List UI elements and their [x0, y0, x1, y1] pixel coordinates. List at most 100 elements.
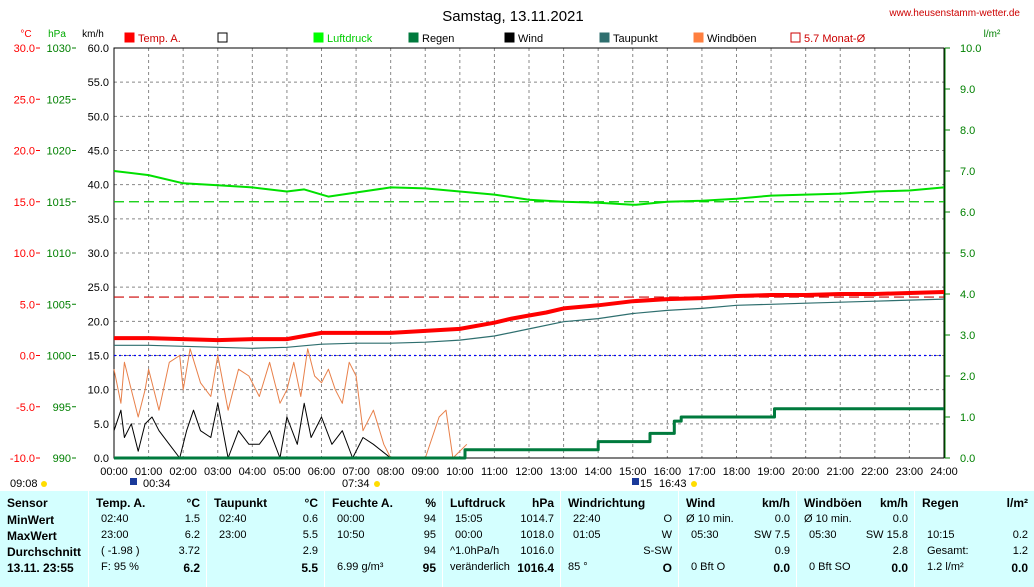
press-tick-label: 1010: [47, 248, 71, 260]
legend-swatch: [217, 32, 228, 43]
stats-col-dew: Taupunkt °C 02:40 0.6 23:00 5.5 2.9 5.5: [206, 491, 324, 587]
stats-col-labels: Sensor MinWert MaxWert Durchschnitt 13.1…: [0, 491, 88, 587]
wind-cur-bft: 0 Bft O: [691, 561, 726, 573]
legend-label: 5.7 Monat-Ø: [804, 33, 866, 45]
legend-swatch: [504, 32, 515, 43]
temp-tick-label: 30.0: [14, 43, 35, 55]
rain-series-line: [114, 407, 944, 460]
press-tick-label: 1005: [47, 299, 71, 311]
moonrise-label: 00:34: [143, 478, 171, 490]
wind-min-value: 0.0: [774, 513, 790, 525]
press-unit-label: hPa: [48, 29, 66, 40]
wind-tick-label: 60.0: [88, 43, 109, 55]
site-url[interactable]: www.heusenstamm-wetter.de: [888, 8, 1020, 19]
time-tick-label: 06:00: [308, 466, 336, 478]
rain-tick-label: 2.0: [960, 371, 975, 383]
stats-panel: Sensor MinWert MaxWert Durchschnitt 13.1…: [0, 491, 1034, 587]
hum-max-value: 95: [423, 529, 436, 541]
sunset-label: 16:43: [659, 478, 687, 490]
legend-swatch: [693, 32, 704, 43]
wind-tick-label: 50.0: [88, 111, 109, 123]
gust-max-value: SW 15.8: [865, 529, 908, 541]
wind-tick-label: 35.0: [88, 214, 109, 226]
wind-tick-label: 40.0: [88, 180, 109, 192]
time-tick-label: 04:00: [239, 466, 267, 478]
min-label: MinWert: [7, 513, 55, 527]
rain-title: Regen: [922, 496, 959, 510]
avg-label: Durchschnitt: [7, 545, 82, 559]
wind-max-time: 05:30: [691, 529, 719, 541]
hum-max-time: 10:50: [337, 529, 365, 541]
legend-swatch: [599, 32, 610, 43]
legend-label: Wind: [518, 33, 543, 45]
press-max-value: 1018.0: [520, 529, 554, 541]
legend-swatch: [124, 32, 135, 43]
rain-tick-label: 0.0: [960, 453, 975, 465]
dir-max-time: 01:05: [573, 529, 601, 541]
wind-tick-label: 55.0: [88, 77, 109, 89]
dir-cur-value: O: [662, 561, 672, 575]
time-tick-label: 09:00: [411, 466, 439, 478]
temp-series-line: [114, 290, 945, 343]
temp-max-value: 6.2: [184, 529, 200, 541]
press-max-time: 00:00: [455, 529, 483, 541]
temp-cur-value: 6.2: [183, 561, 200, 575]
dew-series-line: [114, 298, 945, 349]
temp-tick-label: 0.0: [20, 351, 35, 363]
wind-title: Wind: [686, 496, 716, 510]
press-tick-label: 1030: [47, 43, 71, 55]
dir-min-time: 22:40: [573, 513, 601, 525]
press-cur-value: 1016.4: [517, 561, 554, 575]
temp-cur-note: F: 95 %: [101, 561, 139, 573]
sunrise-label: 07:34: [342, 478, 370, 490]
hum-unit: %: [425, 496, 436, 510]
stats-col-wind: Wind km/h Ø 10 min. 0.0 05:30 SW 7.5 0.9 0 …: [678, 491, 796, 587]
rain-tick-label: 8.0: [960, 125, 975, 137]
dew-title: Taupunkt: [214, 496, 268, 510]
sensor-label: Sensor: [7, 496, 48, 510]
wind-tick-label: 0.0: [94, 453, 109, 465]
wind-series-line: [113, 402, 392, 459]
time-tick-label: 21:00: [826, 466, 854, 478]
plot-frame: [113, 47, 945, 459]
stats-col-pressure: Luftdruck hPa 15:05 1014.7 00:00 1018.0 ^1.…: [442, 491, 560, 587]
gust-avg-value: 2.8: [892, 545, 908, 557]
press-unit: hPa: [531, 496, 554, 510]
moonset-label: 15: [640, 478, 652, 490]
rain-max-value: 0.2: [1012, 529, 1028, 541]
rain-tick-label: 4.0: [960, 289, 975, 301]
date-label: 13.11. 23:55: [7, 561, 74, 575]
gust-unit: km/h: [879, 496, 908, 510]
rain-unit-label: l/m²: [984, 29, 1001, 40]
sun-marker: [41, 481, 47, 487]
gust-cur-bft: 0 Bft SO: [809, 561, 851, 573]
temp-unit: °C: [186, 496, 200, 510]
rain-total-value: 1.2: [1012, 545, 1028, 557]
temp-tick-label: 20.0: [14, 146, 35, 158]
moon-marker-2: [632, 478, 639, 485]
rain-tick-label: 9.0: [960, 84, 975, 96]
hum-title: Feuchte A.: [332, 496, 393, 510]
legend-swatch: [790, 32, 801, 43]
wind-cur-value: 0.0: [773, 561, 790, 575]
press-tick-label: 1025: [47, 94, 71, 106]
rain-tick-label: 1.0: [960, 412, 975, 424]
temp-min-value: 1.5: [184, 513, 200, 525]
left-time-label: 09:08: [10, 478, 38, 490]
wind-tick-label: 25.0: [88, 282, 109, 294]
press-min-value: 1014.7: [520, 513, 554, 525]
time-tick-label: 03:00: [204, 466, 232, 478]
time-tick-label: 10:00: [446, 466, 474, 478]
hum-min-time: 00:00: [337, 513, 365, 525]
time-tick-label: 24:00: [930, 466, 958, 478]
time-tick-label: 23:00: [896, 466, 924, 478]
time-tick-label: 11:00: [481, 466, 508, 478]
series-lines: [113, 170, 945, 460]
dew-cur-value: 5.5: [301, 561, 318, 575]
max-label: MaxWert: [7, 529, 57, 543]
press-tendency: veränderlich: [450, 561, 510, 573]
wind-tick-label: 10.0: [88, 385, 109, 397]
press-tick-label: 995: [53, 402, 71, 414]
temp-title: Temp. A.: [96, 496, 146, 510]
rain-tick-label: 7.0: [960, 166, 975, 178]
